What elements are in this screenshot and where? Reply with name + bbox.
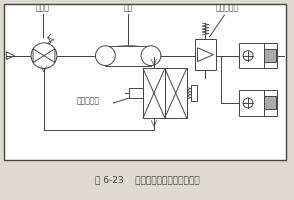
Circle shape <box>243 98 253 108</box>
Circle shape <box>141 46 161 66</box>
Bar <box>264 96 276 109</box>
Bar <box>143 68 165 118</box>
Circle shape <box>31 43 57 68</box>
Text: 五通电磁鄀: 五通电磁鄀 <box>77 96 100 105</box>
Bar <box>191 85 196 101</box>
Bar <box>4 4 286 160</box>
Ellipse shape <box>96 46 161 66</box>
Circle shape <box>96 46 115 66</box>
Text: 三通换向阀: 三通换向阀 <box>216 3 239 12</box>
Bar <box>239 43 277 68</box>
Bar <box>129 88 143 98</box>
Circle shape <box>243 51 253 61</box>
Text: 图 6-23    采用气体增压器的增压回路: 图 6-23 采用气体增压器的增压回路 <box>95 175 199 184</box>
Bar <box>264 49 276 62</box>
Bar <box>239 90 277 116</box>
Bar <box>195 39 216 70</box>
Bar <box>105 46 151 66</box>
Bar <box>165 68 187 118</box>
Bar <box>106 47 150 65</box>
Text: 增压器: 增压器 <box>36 3 50 12</box>
Text: 气罐: 气罐 <box>123 3 133 12</box>
